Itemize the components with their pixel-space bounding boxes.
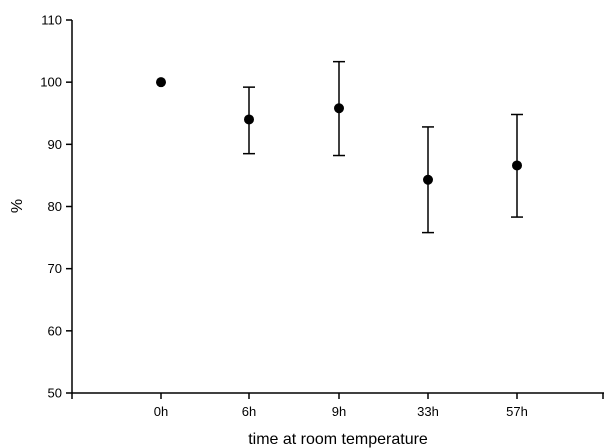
data-point bbox=[156, 77, 166, 88]
x-tick-label: 33h bbox=[417, 404, 439, 419]
y-axis-title: % bbox=[9, 199, 26, 213]
data-points bbox=[156, 77, 522, 185]
x-tick-label: 6h bbox=[242, 404, 256, 419]
x-axis-title: time at room temperature bbox=[248, 431, 428, 448]
y-tick-label: 90 bbox=[48, 137, 62, 152]
x-tick-label: 0h bbox=[154, 404, 168, 419]
data-point bbox=[334, 103, 344, 114]
y-tick-label: 60 bbox=[48, 323, 62, 338]
y-tick-label: 110 bbox=[41, 13, 62, 28]
data-point bbox=[512, 160, 522, 171]
y-axis: 50 60 70 80 90 100 110 bbox=[40, 13, 73, 401]
x-tick-label: 57h bbox=[506, 404, 528, 419]
error-bars bbox=[243, 60, 523, 234]
y-tick-label: 50 bbox=[48, 386, 62, 401]
x-axis: 0h 6h 9h 33h 57h bbox=[71, 392, 604, 419]
x-tick-label: 9h bbox=[332, 404, 346, 419]
data-point bbox=[244, 114, 254, 125]
y-tick-label: 80 bbox=[48, 199, 62, 214]
y-tick-label: 100 bbox=[40, 75, 62, 90]
y-tick-label: 70 bbox=[48, 261, 62, 276]
data-point bbox=[423, 174, 433, 185]
